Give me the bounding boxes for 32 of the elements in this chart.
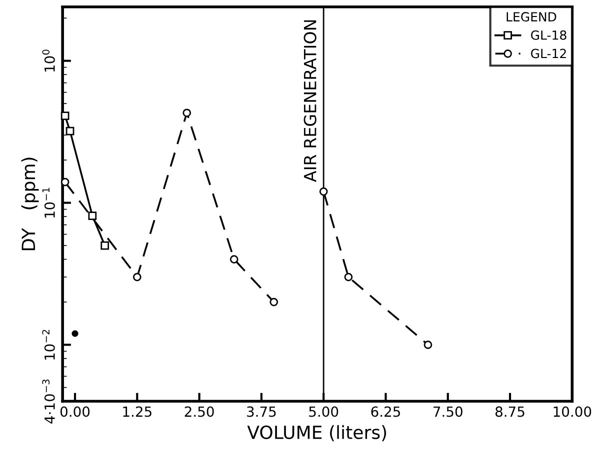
x-tick-label: 6.25 <box>371 406 400 417</box>
x-tick-label: 1.25 <box>123 406 152 417</box>
x-tick-label: 5.00 <box>309 406 338 417</box>
x-tick-label: 2.50 <box>184 406 214 417</box>
y-tick-label: 10$^{−1}$ <box>42 188 55 218</box>
point <box>72 330 78 337</box>
x-tick-label: 3.75 <box>247 406 276 417</box>
x-tick-label: 10.00 <box>554 406 592 417</box>
legend-title: LEGEND <box>506 12 556 22</box>
x-tick-label: 8.75 <box>495 406 524 417</box>
y-tick-label: 10$^{−2}$ <box>42 330 55 360</box>
point <box>132 272 142 282</box>
point <box>100 241 110 250</box>
x-axis-title: VOLUME (liters) <box>247 425 386 442</box>
legend-label: GL-12 <box>531 48 566 58</box>
legend-label: GL-18 <box>531 30 566 40</box>
point <box>88 212 97 220</box>
point <box>60 112 70 120</box>
point <box>319 187 328 196</box>
point <box>344 272 353 282</box>
point <box>60 178 70 186</box>
x-tick-label: 7.50 <box>434 406 462 417</box>
y-tick-label: 4·10$^{−3}$ <box>42 380 55 424</box>
point <box>230 255 238 264</box>
ref-line-label: AIR REGENERATION <box>304 20 316 182</box>
y-axis-title: DY (ppm) <box>21 158 39 250</box>
point <box>66 126 74 136</box>
point <box>424 340 432 349</box>
point <box>270 298 278 306</box>
x-tick-label: 0.00 <box>60 406 90 417</box>
y-tick-label: 10$^{0}$ <box>42 50 55 72</box>
point <box>182 108 192 118</box>
